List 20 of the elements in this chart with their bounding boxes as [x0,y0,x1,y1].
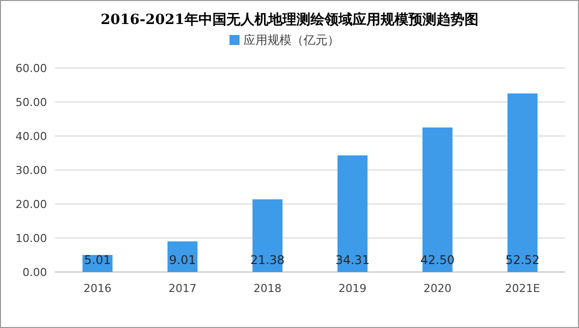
x-tick-label: 2019 [338,282,366,295]
x-tick-label: 2020 [424,282,452,295]
x-tick-label: 2017 [168,282,196,295]
x-tick-label: 2021E [505,282,540,295]
bar [422,128,452,272]
y-tick-label: 40.00 [16,130,47,143]
y-tick-label: 10.00 [16,232,47,245]
y-tick-label: 60.00 [16,62,47,75]
x-tick-label: 2018 [254,282,282,295]
legend-label: 应用规模（亿元） [244,33,340,47]
bar [338,155,368,272]
y-tick-label: 50.00 [16,96,47,109]
bar [508,93,538,272]
text: 9.01 [169,253,196,267]
y-tick-label: 30.00 [16,164,47,177]
y-tick-label: 0.00 [22,266,47,279]
y-tick-label: 20.00 [16,198,47,211]
text: 5.01 [84,253,111,267]
x-tick-label: 2016 [84,282,112,295]
chart-title: 2016-2021年中国无人机地理测绘领域应用规模预测趋势图 [100,11,478,28]
